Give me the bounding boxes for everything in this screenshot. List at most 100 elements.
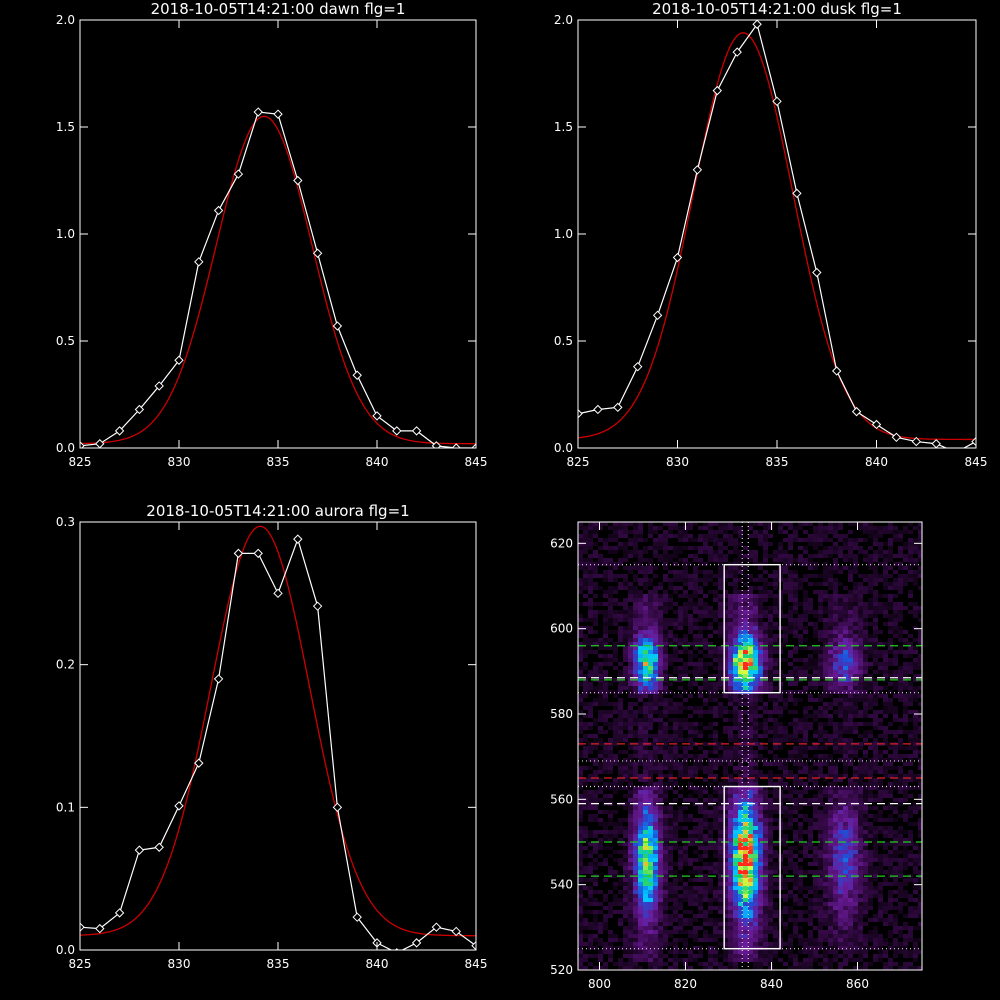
heatmap-cell: [838, 642, 843, 646]
heatmap-cell: [648, 534, 653, 538]
heatmap-cell: [623, 558, 628, 562]
heatmap-cell: [728, 582, 733, 586]
heatmap-cell: [698, 650, 703, 654]
heatmap-cell: [653, 818, 658, 822]
heatmap-cell: [883, 726, 888, 730]
heatmap-cell: [848, 814, 853, 818]
heatmap-cell: [713, 762, 718, 766]
heatmap-cell: [748, 846, 753, 850]
heatmap-cell: [718, 842, 723, 846]
heatmap-cell: [653, 782, 658, 786]
heatmap-cell: [708, 546, 713, 550]
heatmap-cell: [783, 638, 788, 642]
heatmap-cell: [823, 630, 828, 634]
heatmap-cell: [688, 694, 693, 698]
heatmap-cell: [783, 782, 788, 786]
heatmap-cell: [793, 698, 798, 702]
heatmap-cell: [868, 562, 873, 566]
heatmap-cell: [908, 686, 913, 690]
heatmap-cell: [883, 774, 888, 778]
heatmap-cell: [608, 782, 613, 786]
heatmap-cell: [638, 870, 643, 874]
heatmap-cell: [633, 834, 638, 838]
heatmap-cell: [603, 690, 608, 694]
heatmap-cell: [698, 538, 703, 542]
heatmap-cell: [803, 714, 808, 718]
heatmap-cell: [623, 718, 628, 722]
heatmap-cell: [748, 526, 753, 530]
heatmap-cell: [653, 862, 658, 866]
heatmap-cell: [638, 814, 643, 818]
heatmap-cell: [678, 638, 683, 642]
heatmap-cell: [593, 866, 598, 870]
heatmap-cell: [688, 886, 693, 890]
heatmap-cell: [803, 754, 808, 758]
heatmap-cell: [803, 798, 808, 802]
heatmap-cell: [873, 770, 878, 774]
heatmap-cell: [813, 794, 818, 798]
heatmap-cell: [903, 846, 908, 850]
heatmap-cell: [673, 746, 678, 750]
heatmap-cell: [758, 830, 763, 834]
heatmap-cell: [633, 722, 638, 726]
heatmap-cell: [853, 846, 858, 850]
heatmap-cell: [908, 842, 913, 846]
heatmap-cell: [703, 838, 708, 842]
heatmap-cell: [698, 550, 703, 554]
heatmap-cell: [903, 674, 908, 678]
heatmap-cell: [903, 714, 908, 718]
heatmap-cell: [593, 806, 598, 810]
heatmap-cell: [828, 570, 833, 574]
heatmap-cell: [808, 658, 813, 662]
heatmap-cell: [628, 666, 633, 670]
heatmap-cell: [883, 594, 888, 598]
heatmap-cell: [673, 534, 678, 538]
heatmap-cell: [608, 870, 613, 874]
heatmap-cell: [803, 610, 808, 614]
heatmap-cell: [778, 774, 783, 778]
heatmap-cell: [758, 602, 763, 606]
heatmap-cell: [643, 706, 648, 710]
heatmap-cell: [618, 690, 623, 694]
heatmap-cell: [698, 706, 703, 710]
heatmap-cell: [653, 874, 658, 878]
heatmap-cell: [783, 850, 788, 854]
heatmap-cell: [763, 718, 768, 722]
heatmap-cell: [763, 606, 768, 610]
heatmap-cell: [613, 562, 618, 566]
heatmap-cell: [633, 830, 638, 834]
heatmap-cell: [798, 622, 803, 626]
heatmap-cell: [888, 622, 893, 626]
heatmap-cell: [718, 742, 723, 746]
heatmap-cell: [623, 634, 628, 638]
heatmap-cell: [748, 646, 753, 650]
heatmap-cell: [913, 866, 918, 870]
heatmap-cell: [643, 646, 648, 650]
heatmap-cell: [593, 666, 598, 670]
heatmap-cell: [898, 814, 903, 818]
heatmap-cell: [673, 610, 678, 614]
data-point: [80, 922, 85, 932]
heatmap-cell: [673, 694, 678, 698]
heatmap-cell: [713, 886, 718, 890]
heatmap-cell: [918, 610, 922, 614]
heatmap-cell: [658, 718, 663, 722]
heatmap-cell: [913, 678, 918, 682]
heatmap-cell: [728, 538, 733, 542]
heatmap-cell: [848, 538, 853, 542]
heatmap-cell: [853, 878, 858, 882]
heatmap-cell: [863, 578, 868, 582]
y-tick-label: 0.3: [56, 515, 75, 529]
heatmap-cell: [793, 526, 798, 530]
heatmap-cell: [893, 754, 898, 758]
heatmap-cell: [623, 806, 628, 810]
heatmap-cell: [773, 706, 778, 710]
heatmap-cell: [713, 818, 718, 822]
heatmap-cell: [713, 698, 718, 702]
heatmap-cell: [583, 538, 588, 542]
heatmap-cell: [743, 686, 748, 690]
heatmap-cell: [888, 574, 893, 578]
heatmap-cell: [703, 806, 708, 810]
heatmap-cell: [693, 558, 698, 562]
heatmap-cell: [598, 610, 603, 614]
